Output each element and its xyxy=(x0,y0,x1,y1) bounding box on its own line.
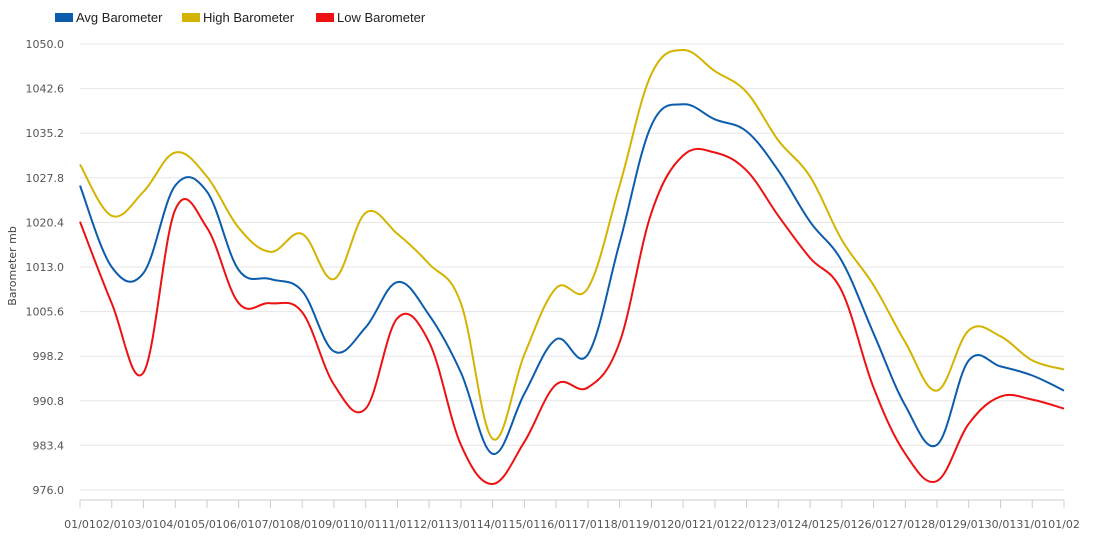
y-tick-label: 1050.0 xyxy=(26,38,65,51)
y-axis-ticks: 976.0 983.4 990.8 998.2 1005.6 1013.0 1020.4 10… xyxy=(26,38,65,497)
x-tick-label: 15/01 xyxy=(509,518,541,531)
x-tick-label: 09/01 xyxy=(318,518,350,531)
legend-label: Low Barometer xyxy=(337,10,426,25)
x-tick-label: 12/01 xyxy=(413,518,445,531)
y-tick-label: 990.8 xyxy=(33,395,65,408)
legend-swatch xyxy=(316,13,334,22)
y-tick-label: 1005.6 xyxy=(26,306,65,319)
y-tick-label: 1013.0 xyxy=(26,261,65,274)
x-tick-label: 10/01 xyxy=(350,518,382,531)
legend-swatch xyxy=(182,13,200,22)
legend-swatch xyxy=(55,13,73,22)
x-tick-label: 03/01 xyxy=(128,518,160,531)
legend-label: High Barometer xyxy=(203,10,295,25)
x-tick-label: 22/01 xyxy=(731,518,763,531)
legend-label: Avg Barometer xyxy=(76,10,163,25)
y-tick-label: 976.0 xyxy=(33,484,65,497)
x-tick-label: 26/01 xyxy=(858,518,890,531)
x-tick-label: 23/01 xyxy=(762,518,794,531)
x-tick-label: 14/01 xyxy=(477,518,509,531)
x-tick-label: 11/01 xyxy=(382,518,414,531)
legend-item-high-barometer[interactable]: High Barometer xyxy=(182,10,295,25)
legend-item-avg-barometer[interactable]: Avg Barometer xyxy=(55,10,163,25)
x-tick-label: 05/01 xyxy=(191,518,223,531)
x-tick-label: 18/01 xyxy=(604,518,636,531)
low-barometer-line xyxy=(79,147,1065,486)
x-tick-label: 08/01 xyxy=(286,518,318,531)
x-tick-label: 17/01 xyxy=(572,518,604,531)
x-tick-label: 29/01 xyxy=(953,518,985,531)
y-tick-label: 1020.4 xyxy=(26,216,65,229)
x-tick-label: 01/02 xyxy=(1048,518,1080,531)
high-barometer-line xyxy=(79,48,1065,441)
x-tick-label: 13/01 xyxy=(445,518,477,531)
x-tick-label: 27/01 xyxy=(889,518,921,531)
y-tick-label: 983.4 xyxy=(33,439,65,452)
avg-barometer-line xyxy=(79,103,1065,455)
gridlines xyxy=(80,43,1064,491)
x-tick-label: 21/01 xyxy=(699,518,731,531)
y-tick-label: 998.2 xyxy=(33,350,65,363)
y-tick-label: 1042.6 xyxy=(26,83,65,96)
x-tick-label: 16/01 xyxy=(540,518,572,531)
x-tick-label: 02/01 xyxy=(96,518,128,531)
x-axis-ticks: 01/01 02/01 03/01 04/01 05/01 06/01 07/01 08/01… xyxy=(64,499,1080,531)
x-tick-label: 04/01 xyxy=(159,518,191,531)
x-tick-label: 06/01 xyxy=(223,518,255,531)
series-lines xyxy=(79,48,1065,486)
x-tick-label: 07/01 xyxy=(255,518,287,531)
y-axis-label: Barometer mb xyxy=(6,226,19,306)
y-tick-label: 1027.8 xyxy=(26,172,65,185)
y-tick-label: 1035.2 xyxy=(26,127,65,140)
x-tick-label: 30/01 xyxy=(985,518,1017,531)
x-tick-label: 24/01 xyxy=(794,518,826,531)
x-tick-label: 01/01 xyxy=(64,518,96,531)
x-tick-label: 19/01 xyxy=(636,518,668,531)
x-tick-label: 25/01 xyxy=(826,518,858,531)
x-tick-label: 20/01 xyxy=(667,518,699,531)
legend[interactable]: Avg Barometer High Barometer Low Barometer xyxy=(55,10,426,25)
x-tick-label: 31/01 xyxy=(1016,518,1048,531)
x-tick-label: 28/01 xyxy=(921,518,953,531)
legend-item-low-barometer[interactable]: Low Barometer xyxy=(316,10,426,25)
